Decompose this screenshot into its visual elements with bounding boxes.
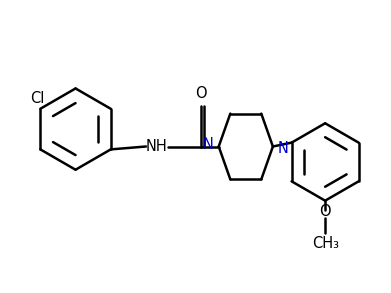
Text: O: O: [319, 204, 331, 219]
Text: O: O: [196, 86, 207, 101]
Text: N: N: [278, 141, 289, 156]
Text: CH₃: CH₃: [312, 236, 339, 251]
Text: Cl: Cl: [30, 91, 45, 106]
Text: N: N: [203, 137, 214, 152]
Text: NH: NH: [146, 139, 168, 154]
